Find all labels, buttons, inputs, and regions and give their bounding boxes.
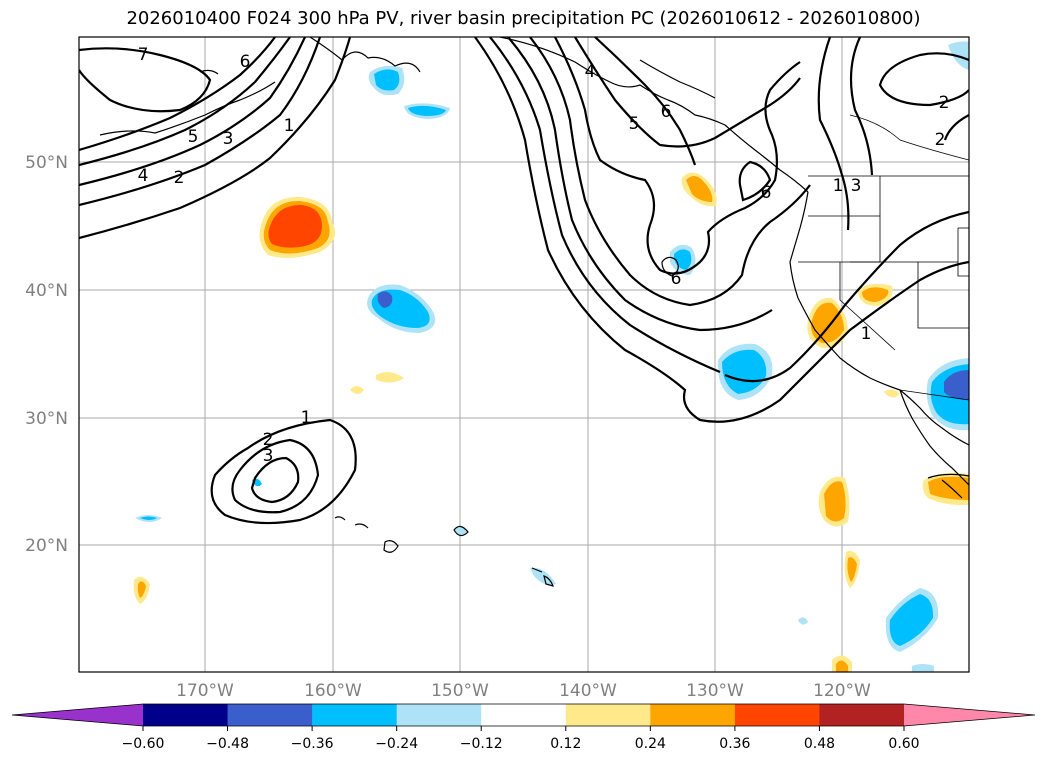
map-frame [78, 36, 970, 673]
colorbar-segment [312, 704, 398, 726]
precip-anomaly-negative [889, 594, 934, 646]
precip-anomaly-positive [686, 176, 713, 202]
colorbar-extend-max [904, 704, 1035, 726]
precip-anomaly-positive [268, 204, 322, 248]
contour-label: 1 [284, 116, 295, 136]
lon-label: 160°W [304, 681, 362, 701]
latitude-labels: 50°N 40°N 30°N 20°N [25, 153, 68, 556]
state-borders [798, 114, 969, 401]
colorbar-ticks: −0.60 −0.48 −0.36 −0.24 −0.12 0.12 0.24 0.36 0.4… [122, 726, 920, 752]
contour-label: 3 [263, 446, 274, 466]
colorbar-tick-label: −0.48 [206, 736, 249, 752]
coastlines [99, 37, 969, 587]
colorbar-tick-label: 0.36 [719, 736, 750, 752]
precip-anomaly-negative [912, 664, 934, 672]
precip-anomaly-negative [722, 349, 767, 394]
colorbar-segment [734, 704, 820, 726]
pv-contours [79, 37, 969, 525]
contour-labels: 7 6 5 4 3 2 1 2 3 1 4 5 6 6 6 1 3 2 2 1 [138, 45, 950, 466]
lon-label: 170°W [176, 681, 234, 701]
colorbar-segment [227, 704, 313, 726]
contour-label: 3 [851, 176, 862, 196]
longitude-labels: 170°W 160°W 150°W 140°W 130°W 120°W [176, 681, 871, 701]
lat-label: 40°N [25, 281, 68, 301]
precip-anomaly-negative [374, 69, 400, 91]
contour-label: 1 [301, 408, 312, 428]
precip-anomaly-negative [798, 617, 808, 625]
contour-label: 7 [138, 45, 149, 65]
precip-anomaly-negative [140, 516, 157, 520]
contour-label: 6 [671, 269, 682, 289]
colorbar-tick-label: −0.24 [375, 736, 418, 752]
precip-anomaly-positive [862, 287, 889, 302]
contour-label: 4 [138, 166, 149, 186]
map-title: 2026010400 F024 300 hPa PV, river basin … [126, 8, 921, 29]
colorbar-segment [481, 704, 567, 726]
contour-label: 6 [761, 183, 772, 203]
precip-anomaly-positive [811, 302, 844, 344]
colorbar-tick-label: 0.12 [550, 736, 581, 752]
colorbar-tick-label: −0.60 [122, 736, 165, 752]
lon-label: 150°W [431, 681, 489, 701]
contour-label: 2 [174, 168, 185, 188]
contour-label: 4 [585, 62, 596, 82]
contour-label: 6 [240, 52, 251, 72]
precip-anomaly-positive [884, 389, 900, 398]
lon-label: 120°W [813, 681, 871, 701]
precip-anomaly-positive [350, 386, 364, 394]
precip-anomaly-negative [944, 370, 969, 400]
lat-label: 50°N [25, 153, 68, 173]
contour-label: 1 [833, 176, 844, 196]
gridlines [79, 37, 969, 672]
precip-anomaly-positive [376, 372, 404, 383]
lon-label: 140°W [559, 681, 617, 701]
lat-label: 20°N [25, 536, 68, 556]
contour-label: 6 [661, 102, 672, 122]
colorbar-tick-label: 0.60 [888, 736, 919, 752]
contour-label: 3 [223, 129, 234, 149]
lon-label: 130°W [686, 681, 744, 701]
lat-label: 30°N [25, 409, 68, 429]
colorbar-tick-label: 0.24 [635, 736, 666, 752]
precip-anomaly-positive [836, 660, 848, 672]
contour-label: 5 [188, 127, 199, 147]
precip-anomaly-negative [377, 291, 393, 308]
colorbar-segment [565, 704, 651, 726]
precip-anomaly-positive [137, 581, 146, 598]
contour-label: 2 [939, 93, 950, 113]
map-background [79, 37, 969, 672]
colorbar-segment [819, 704, 905, 726]
colorbar-segment [650, 704, 736, 726]
colorbar-segment [143, 704, 229, 726]
precip-shading [133, 41, 969, 672]
contour-label: 5 [629, 114, 640, 134]
colorbar-tick-label: 0.48 [804, 736, 835, 752]
contour-label: 2 [263, 430, 274, 450]
precip-anomaly-positive [824, 481, 846, 522]
contour-label: 2 [935, 130, 946, 150]
precip-anomaly-positive [847, 557, 857, 582]
colorbar-segment [396, 704, 482, 726]
contour-label: 1 [861, 324, 872, 344]
colorbar-tick-label: −0.12 [460, 736, 503, 752]
colorbar-extend-min [12, 704, 143, 726]
colorbar [11, 703, 1036, 727]
colorbar-tick-label: −0.36 [291, 736, 334, 752]
precip-anomaly-negative [408, 105, 446, 116]
